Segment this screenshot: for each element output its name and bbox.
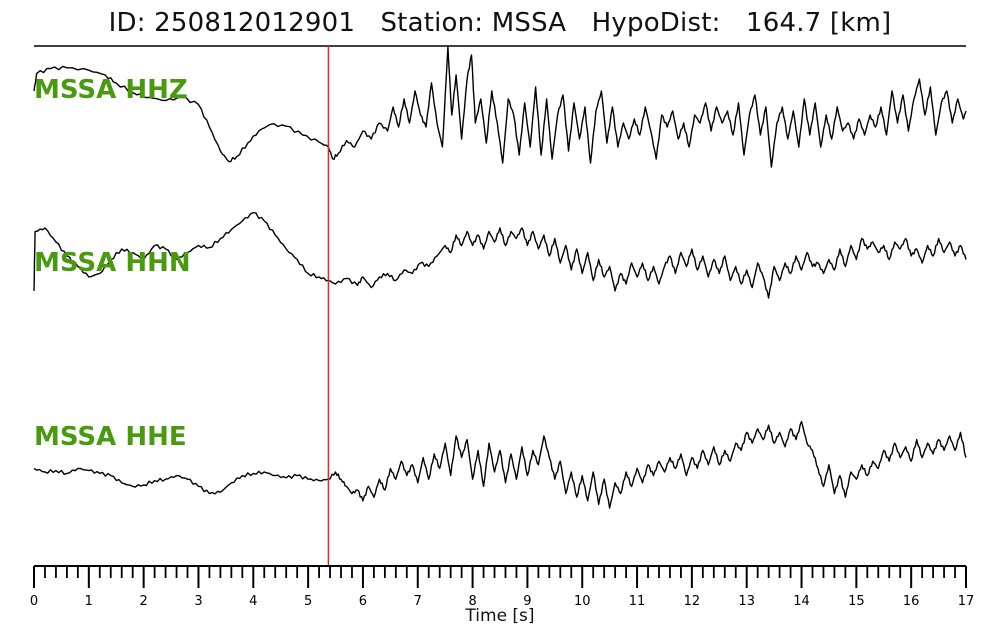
x-tick-label: 1 [85,594,93,609]
x-tick-label: 16 [903,594,920,609]
x-tick-label: 12 [684,594,701,609]
channel-label-hhe: MSSA HHE [34,422,187,452]
x-tick-label: 9 [523,594,531,609]
x-tick-label: 6 [359,594,367,609]
x-axis-label: Time [s] [465,606,535,626]
x-tick-label: 11 [629,594,646,609]
event-id: 250812012901 [154,8,356,38]
hypodist-value: 164.7 [745,8,822,38]
x-tick-label: 5 [304,594,312,609]
channel-label-hhz: MSSA HHZ [34,75,188,105]
hypodist-unit: [km] [829,8,892,38]
x-tick-label: 17 [958,594,975,609]
x-tick-label: 7 [414,594,422,609]
x-tick-label: 14 [793,594,810,609]
x-tick-label: 10 [574,594,591,609]
x-tick-label: 13 [738,594,755,609]
channel-label-hhn: MSSA HHN [34,248,191,278]
hypodist-label: HypoDist: [591,8,721,38]
x-tick-label: 4 [249,594,257,609]
trace-group [33,46,967,509]
station-label: Station: [380,8,484,38]
trace-mssa-hhe [33,420,967,509]
x-tick-label: 15 [848,594,865,609]
station-value: MSSA [491,8,567,38]
trace-mssa-hhz [33,46,967,168]
x-tick-label: 2 [140,594,148,609]
trace-mssa-hhn [33,211,967,299]
x-tick-label: 3 [194,594,202,609]
x-tick-label: 0 [30,594,38,609]
time-axis: 0 1 2 3 4 5 6 7 8 9 10 11 12 13 14 15 16 17 [30,565,975,609]
id-label: ID: [108,8,146,38]
x-tick-label: 8 [468,594,476,609]
chart-title: ID: 250812012901 Station: MSSA HypoDist:… [0,8,1000,38]
